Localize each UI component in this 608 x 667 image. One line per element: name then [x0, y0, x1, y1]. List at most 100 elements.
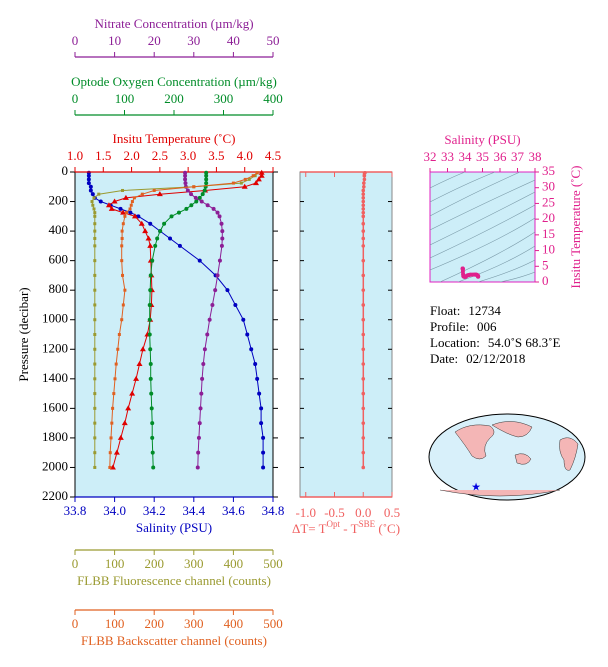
- data-marker: [361, 207, 366, 211]
- x-tick-label: 200: [144, 616, 164, 631]
- y-tick-label: 400: [49, 222, 69, 237]
- data-marker: [361, 221, 366, 226]
- data-marker: [93, 236, 97, 240]
- data-marker: [88, 184, 93, 189]
- x-tick-label: 200: [144, 556, 164, 571]
- y-axis-title: Insitu Temperature (˚C): [568, 165, 583, 288]
- info-label: Float:: [430, 303, 460, 318]
- data-marker: [149, 406, 154, 411]
- data-marker: [361, 317, 366, 322]
- data-marker: [148, 288, 153, 293]
- data-marker: [150, 258, 155, 263]
- data-marker: [147, 332, 152, 337]
- data-marker: [202, 188, 207, 193]
- x-tick-label: 500: [263, 556, 283, 571]
- y-tick-label: 1000: [42, 311, 68, 326]
- data-marker: [220, 229, 225, 234]
- data-marker: [90, 200, 94, 204]
- data-marker: [225, 288, 230, 293]
- data-marker: [145, 235, 152, 241]
- data-marker: [204, 170, 209, 175]
- data-marker: [199, 199, 204, 204]
- data-marker: [361, 391, 366, 396]
- y-tick-label: 1600: [42, 399, 68, 414]
- data-marker: [197, 421, 202, 426]
- y-tick-label: 25: [542, 194, 555, 209]
- data-marker: [184, 206, 189, 211]
- data-marker: [112, 392, 116, 396]
- data-marker: [148, 376, 153, 381]
- data-marker: [361, 229, 366, 233]
- data-marker: [207, 317, 212, 322]
- data-marker: [120, 229, 124, 233]
- data-marker: [93, 465, 97, 469]
- data-marker: [215, 210, 220, 215]
- data-marker: [128, 207, 132, 211]
- data-marker: [257, 391, 262, 396]
- data-marker: [176, 210, 181, 215]
- data-marker: [361, 288, 366, 292]
- data-marker: [120, 236, 124, 240]
- x-tick-label: 400: [224, 616, 244, 631]
- data-marker: [86, 177, 91, 182]
- data-marker: [140, 192, 144, 196]
- data-marker: [177, 243, 182, 248]
- x-tick-label: -1.0: [295, 505, 316, 520]
- data-marker: [149, 391, 154, 396]
- x-axis-title: Insitu Temperature (˚C): [112, 131, 235, 146]
- data-marker: [247, 177, 251, 181]
- data-marker: [261, 435, 266, 440]
- data-marker: [361, 347, 366, 352]
- data-marker: [198, 406, 203, 411]
- data-marker: [261, 450, 266, 455]
- data-marker: [199, 391, 204, 396]
- data-marker: [111, 406, 115, 410]
- data-marker: [108, 465, 112, 469]
- float-info: Float: 12734 Profile: 006 Location: 54.0˚S 68…: [430, 303, 560, 366]
- info-label: Location:: [430, 335, 480, 350]
- y-tick-label: 15: [542, 226, 555, 241]
- data-marker: [138, 220, 145, 226]
- data-marker: [93, 244, 97, 248]
- data-marker: [120, 244, 124, 248]
- x-tick-label: 0: [72, 556, 79, 571]
- data-marker: [192, 185, 196, 189]
- data-marker: [93, 303, 97, 307]
- data-marker: [92, 196, 96, 200]
- data-marker: [93, 318, 97, 322]
- x-tick-label: 34.6: [222, 503, 245, 518]
- data-marker: [113, 449, 120, 455]
- data-marker: [93, 406, 97, 410]
- data-marker: [121, 222, 125, 226]
- data-marker: [123, 214, 127, 218]
- data-marker: [130, 200, 134, 204]
- data-marker: [93, 229, 97, 233]
- x-tick-label: 300: [214, 91, 234, 106]
- data-marker: [150, 421, 155, 426]
- data-marker: [156, 191, 163, 197]
- x-tick-label: 0: [72, 33, 79, 48]
- data-marker: [361, 258, 366, 263]
- data-marker: [231, 181, 235, 185]
- x-tick-label: 4.5: [265, 148, 281, 163]
- data-marker: [183, 170, 188, 175]
- data-marker: [153, 243, 158, 248]
- data-marker: [122, 194, 129, 200]
- x-tick-label: 400: [224, 556, 244, 571]
- y-tick-label: 5: [542, 257, 549, 272]
- data-marker: [120, 259, 124, 263]
- x-tick-label: -0.5: [324, 505, 345, 520]
- data-marker: [183, 173, 188, 178]
- x-tick-label: 30: [187, 33, 200, 48]
- data-marker: [253, 180, 260, 186]
- x-tick-label: 100: [105, 556, 125, 571]
- data-marker: [255, 176, 262, 182]
- data-marker: [121, 188, 125, 192]
- data-marker: [204, 173, 209, 178]
- data-marker: [108, 205, 115, 211]
- data-marker: [93, 211, 97, 215]
- x-tick-label: 10: [108, 33, 121, 48]
- y-tick-label: 20: [542, 210, 555, 225]
- data-marker: [200, 376, 205, 381]
- data-marker: [239, 181, 243, 185]
